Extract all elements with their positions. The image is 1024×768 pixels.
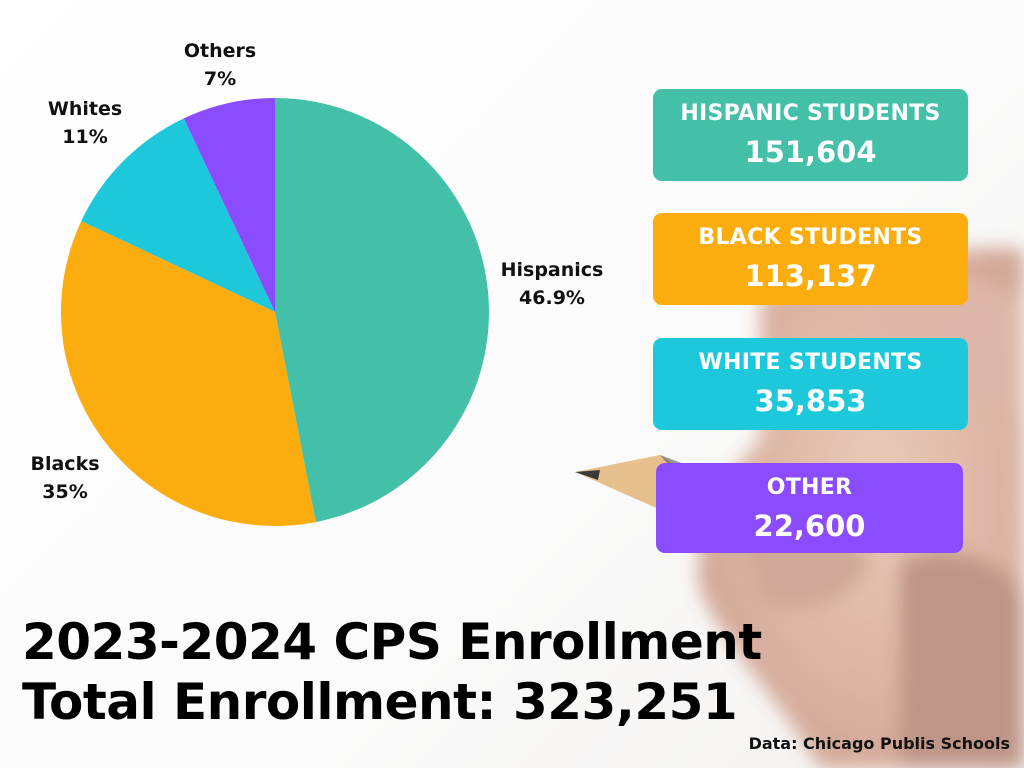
slice-value-label: 11% bbox=[62, 126, 108, 148]
slice-category-label: Others bbox=[183, 40, 257, 62]
card-title: WHITE STUDENTS bbox=[698, 350, 923, 375]
title-line-enrollment: 2023-2024 CPS Enrollment bbox=[22, 613, 762, 671]
slice-category-label: Blacks bbox=[30, 453, 100, 475]
enrollment-pie-chart: Hispanics 46.9% Blacks 35% Whites 11% Ot… bbox=[0, 0, 620, 600]
pie-svg bbox=[60, 98, 489, 526]
slice-label-blacks: Blacks 35% bbox=[0, 450, 130, 506]
pie-slice-others bbox=[183, 98, 275, 312]
card-title: BLACK STUDENTS bbox=[698, 225, 923, 250]
pie-slice-whites bbox=[81, 118, 275, 312]
slice-value-label: 46.9% bbox=[519, 287, 585, 309]
card-title: HISPANIC STUDENTS bbox=[680, 101, 941, 126]
card-value: 113,137 bbox=[744, 259, 877, 293]
page-title: 2023-2024 CPS Enrollment Total Enrollmen… bbox=[22, 612, 762, 732]
slice-label-hispanics: Hispanics 46.9% bbox=[482, 256, 622, 312]
hispanic-students-card: HISPANIC STUDENTS 151,604 bbox=[653, 89, 968, 181]
slice-label-whites: Whites 11% bbox=[20, 95, 150, 151]
other-students-card: OTHER 22,600 bbox=[656, 463, 963, 553]
slice-value-label: 7% bbox=[203, 68, 237, 90]
pie-slice-hispanics bbox=[275, 98, 489, 523]
slice-label-others: Others 7% bbox=[155, 37, 285, 93]
card-value: 151,604 bbox=[744, 135, 877, 169]
card-value: 22,600 bbox=[753, 509, 866, 543]
card-value: 35,853 bbox=[754, 384, 867, 418]
card-title: OTHER bbox=[766, 475, 853, 500]
pie-slice-blacks bbox=[60, 221, 316, 526]
data-source-note: Data: Chicago Publis Schools bbox=[748, 734, 1010, 753]
slice-category-label: Hispanics bbox=[500, 259, 604, 281]
black-students-card: BLACK STUDENTS 113,137 bbox=[653, 213, 968, 305]
slice-category-label: Whites bbox=[47, 98, 123, 120]
slice-value-label: 35% bbox=[42, 481, 88, 503]
title-line-total: Total Enrollment: 323,251 bbox=[22, 673, 738, 731]
white-students-card: WHITE STUDENTS 35,853 bbox=[653, 338, 968, 430]
